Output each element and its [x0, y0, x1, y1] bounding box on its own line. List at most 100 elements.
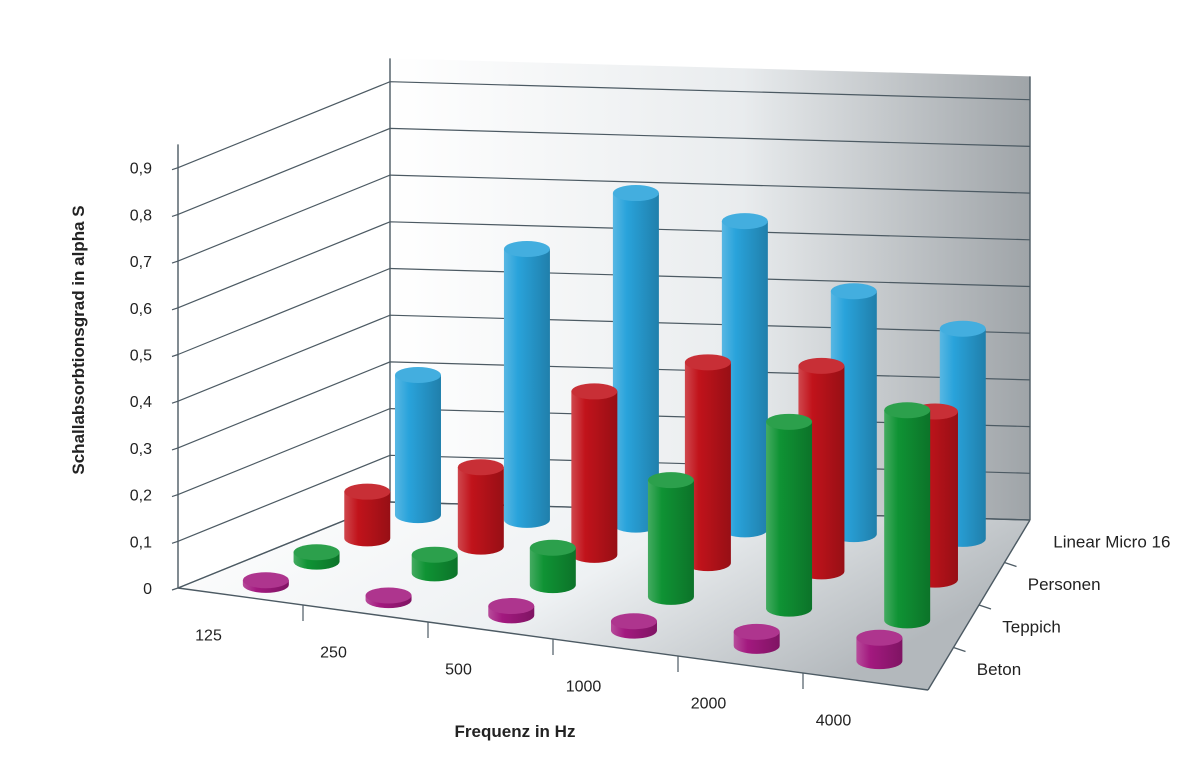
- bar-top: [571, 383, 618, 400]
- bar-linear-micro-16-125: [394, 367, 441, 524]
- depth-tick-mark: [978, 604, 992, 610]
- y-tick-label: 0,4: [130, 394, 152, 411]
- bar-top: [733, 623, 780, 640]
- bar-top: [242, 572, 289, 589]
- bar-top: [647, 472, 694, 489]
- gridline: [177, 314, 1031, 402]
- bar-body: [344, 491, 391, 547]
- chart-side-wall: [178, 58, 390, 588]
- gridline: [177, 174, 1031, 262]
- x-tick-label: 1000: [566, 679, 602, 696]
- bar-top: [529, 539, 576, 556]
- bar-top: [612, 185, 659, 202]
- bar-teppich-4000: [884, 402, 931, 629]
- bar-linear-micro-16-500: [612, 185, 659, 533]
- bar-top: [365, 587, 412, 604]
- bar-personen-500: [571, 383, 618, 563]
- series-label: Teppich: [1002, 617, 1061, 636]
- y-tick-label: 0,1: [130, 534, 152, 551]
- bar-top: [766, 413, 813, 430]
- y-tick-mark: [171, 400, 179, 404]
- bar-top: [411, 546, 458, 563]
- bar-body: [721, 221, 768, 538]
- gridline: [177, 81, 1031, 169]
- y-tick-label: 0,2: [130, 488, 152, 505]
- bar-teppich-1000: [647, 472, 694, 605]
- bar-top: [610, 613, 657, 630]
- bar-top: [684, 354, 731, 371]
- y-tick-label: 0,7: [130, 254, 152, 271]
- bar-body: [529, 547, 576, 594]
- bar-top: [488, 598, 535, 615]
- y-tick-mark: [171, 260, 179, 264]
- y-tick-mark: [171, 167, 179, 171]
- depth-tick-mark: [953, 646, 966, 653]
- bar-beton-4000: [856, 629, 903, 670]
- bar-top: [830, 283, 877, 300]
- bar-top: [798, 357, 845, 374]
- bar-top: [856, 629, 903, 646]
- y-axis-title: Schallabsorbtionsgrad in alpha S: [69, 205, 88, 474]
- gridline: [177, 127, 1031, 215]
- y-tick-label: 0: [143, 581, 152, 598]
- x-tick-label: 125: [195, 628, 222, 645]
- bar-personen-1000: [684, 354, 731, 572]
- bar-body: [766, 421, 813, 617]
- bar-teppich-2000: [766, 413, 813, 617]
- bar-beton-2000: [733, 623, 780, 654]
- bar-top: [457, 459, 504, 476]
- bar-body: [884, 410, 931, 629]
- series-label: Beton: [977, 660, 1021, 679]
- series-label: Personen: [1028, 575, 1101, 594]
- bar-body: [684, 362, 731, 572]
- y-tick-label: 0,3: [130, 441, 152, 458]
- bar-top: [344, 483, 391, 500]
- bar-teppich-500: [529, 539, 576, 594]
- series-label: Linear Micro 16: [1053, 532, 1170, 551]
- x-tick-label: 500: [445, 662, 472, 679]
- y-tick-mark: [171, 353, 179, 358]
- bar-linear-micro-16-250: [503, 241, 550, 528]
- bar-beton-500: [488, 598, 535, 624]
- bar-teppich-250: [411, 546, 458, 582]
- y-tick-mark: [171, 213, 179, 217]
- y-tick-mark: [171, 540, 179, 544]
- y-tick-mark: [171, 494, 179, 498]
- bar-body: [394, 375, 441, 524]
- bar-beton-250: [365, 587, 412, 609]
- x-axis-title: Frequenz in Hz: [455, 722, 576, 741]
- bar-personen-250: [457, 459, 504, 555]
- bar-top: [721, 213, 768, 230]
- bar-body: [571, 391, 618, 563]
- bar-top: [884, 402, 931, 419]
- bar-top: [394, 367, 441, 384]
- bar-body: [457, 467, 504, 555]
- bar-body: [503, 249, 550, 528]
- x-tick-label: 250: [320, 645, 347, 662]
- depth-tick-mark: [1004, 561, 1017, 568]
- y-tick-mark: [171, 587, 179, 591]
- y-tick-label: 0,5: [130, 348, 152, 365]
- bar-body: [647, 480, 694, 605]
- y-tick-label: 0,6: [130, 301, 152, 318]
- y-tick-mark: [171, 307, 179, 311]
- gridline: [177, 221, 1031, 309]
- bar-teppich-125: [293, 544, 340, 570]
- bar-top: [939, 320, 986, 337]
- y-tick-label: 0,9: [130, 161, 152, 178]
- bar-body: [856, 637, 903, 670]
- bar-linear-micro-16-1000: [721, 213, 768, 538]
- bar-beton-125: [242, 572, 289, 593]
- bar-top: [503, 241, 550, 258]
- bar-personen-125: [344, 483, 391, 547]
- x-tick-label: 4000: [816, 713, 852, 730]
- bar-top: [293, 544, 340, 561]
- y-tick-label: 0,8: [130, 207, 152, 224]
- bar-body: [612, 193, 659, 533]
- y-tick-mark: [171, 447, 179, 451]
- gridline: [177, 267, 1031, 356]
- x-tick-label: 2000: [691, 696, 727, 713]
- bar-beton-1000: [610, 613, 657, 639]
